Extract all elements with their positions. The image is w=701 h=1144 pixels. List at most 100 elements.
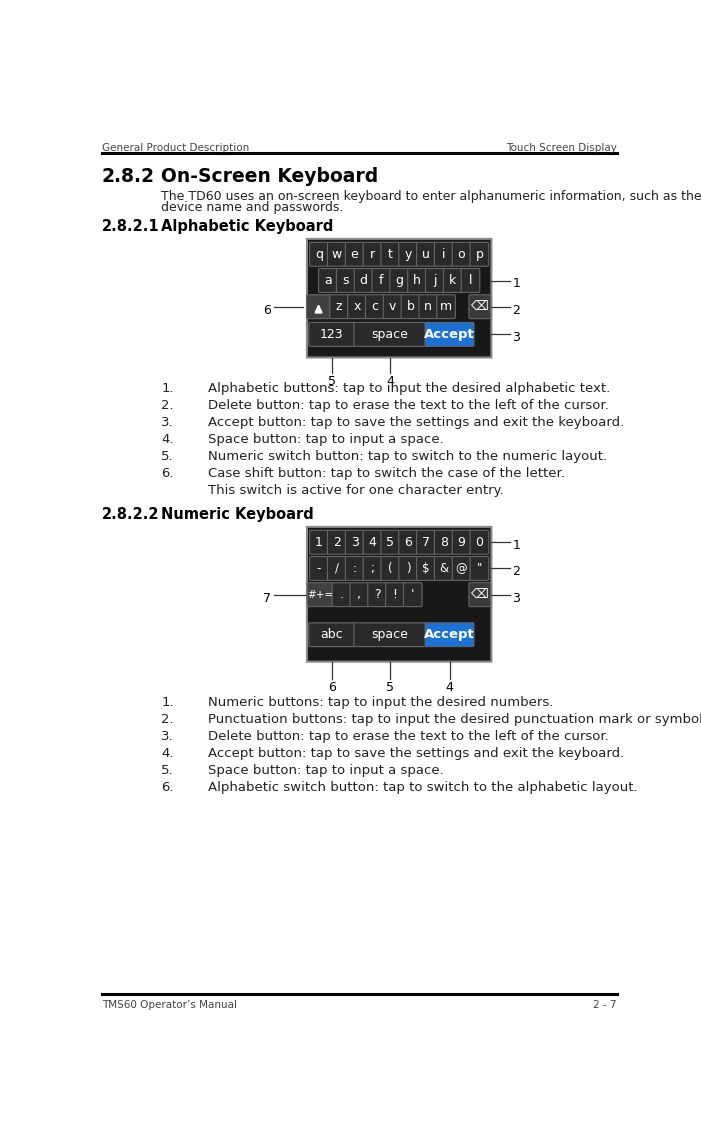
Text: 2.8.2.1: 2.8.2.1 [102, 219, 159, 233]
Text: c: c [372, 300, 379, 313]
FancyBboxPatch shape [390, 269, 409, 293]
FancyBboxPatch shape [435, 531, 453, 554]
Text: 1.: 1. [161, 382, 174, 395]
FancyBboxPatch shape [401, 295, 420, 319]
FancyBboxPatch shape [327, 243, 346, 267]
FancyBboxPatch shape [346, 243, 364, 267]
Text: r: r [370, 248, 375, 261]
FancyBboxPatch shape [306, 295, 331, 319]
Text: Delete button: tap to erase the text to the left of the cursor.: Delete button: tap to erase the text to … [207, 730, 608, 744]
FancyBboxPatch shape [350, 582, 369, 606]
FancyBboxPatch shape [470, 556, 489, 580]
Text: Alphabetic switch button: tap to switch to the alphabetic layout.: Alphabetic switch button: tap to switch … [207, 781, 637, 794]
Text: o: o [458, 248, 465, 261]
Text: space: space [372, 628, 408, 641]
FancyBboxPatch shape [425, 622, 474, 646]
Text: 123: 123 [320, 328, 343, 341]
FancyBboxPatch shape [381, 531, 400, 554]
FancyBboxPatch shape [363, 243, 382, 267]
FancyBboxPatch shape [354, 269, 373, 293]
Text: 7: 7 [422, 535, 430, 549]
FancyBboxPatch shape [416, 531, 435, 554]
Text: 6.: 6. [161, 781, 174, 794]
FancyBboxPatch shape [443, 269, 462, 293]
Text: 3: 3 [512, 591, 520, 604]
Text: 5.: 5. [161, 764, 174, 777]
Text: 4: 4 [386, 375, 394, 388]
FancyBboxPatch shape [307, 582, 333, 606]
Text: 1: 1 [512, 539, 520, 553]
FancyBboxPatch shape [348, 295, 366, 319]
FancyBboxPatch shape [381, 243, 400, 267]
Text: ): ) [406, 562, 410, 575]
Text: Alphabetic Keyboard: Alphabetic Keyboard [161, 219, 334, 233]
Text: a: a [324, 275, 332, 287]
FancyBboxPatch shape [470, 243, 489, 267]
Text: Punctuation buttons: tap to input the desired punctuation mark or symbol.: Punctuation buttons: tap to input the de… [207, 713, 701, 726]
Text: ": " [477, 562, 482, 575]
FancyBboxPatch shape [346, 556, 364, 580]
Text: ⌫: ⌫ [471, 588, 489, 601]
Text: 4: 4 [369, 535, 376, 549]
Text: Accept button: tap to save the settings and exit the keyboard.: Accept button: tap to save the settings … [207, 747, 624, 760]
FancyBboxPatch shape [310, 243, 328, 267]
Text: 7: 7 [264, 591, 271, 604]
FancyBboxPatch shape [310, 531, 328, 554]
FancyBboxPatch shape [381, 556, 400, 580]
FancyBboxPatch shape [354, 622, 426, 646]
FancyBboxPatch shape [386, 582, 404, 606]
FancyBboxPatch shape [435, 556, 453, 580]
Text: 1: 1 [512, 277, 520, 291]
FancyBboxPatch shape [327, 556, 346, 580]
FancyBboxPatch shape [452, 531, 471, 554]
Text: s: s [343, 275, 349, 287]
Text: device name and passwords.: device name and passwords. [161, 201, 343, 214]
Text: b: b [407, 300, 414, 313]
FancyBboxPatch shape [399, 556, 417, 580]
Text: General Product Description: General Product Description [102, 143, 249, 153]
Text: 2 - 7: 2 - 7 [594, 1000, 617, 1010]
Text: Accept button: tap to save the settings and exit the keyboard.: Accept button: tap to save the settings … [207, 416, 624, 429]
Text: l: l [469, 275, 472, 287]
FancyBboxPatch shape [399, 531, 417, 554]
Text: f: f [379, 275, 383, 287]
Text: 2: 2 [512, 565, 520, 579]
Text: 3: 3 [512, 332, 520, 344]
Text: e: e [350, 248, 358, 261]
Text: Case shift button: tap to switch the case of the letter.: Case shift button: tap to switch the cas… [207, 467, 564, 479]
Text: 4.: 4. [161, 747, 174, 760]
FancyBboxPatch shape [310, 556, 328, 580]
Text: Accept: Accept [424, 628, 475, 641]
FancyBboxPatch shape [461, 269, 479, 293]
Text: 5: 5 [386, 681, 394, 694]
Text: g: g [395, 275, 403, 287]
FancyBboxPatch shape [399, 243, 417, 267]
Text: (: ( [388, 562, 393, 575]
Text: !: ! [393, 588, 397, 601]
Text: 9: 9 [458, 535, 465, 549]
Text: 3: 3 [350, 535, 358, 549]
Text: &: & [439, 562, 449, 575]
FancyBboxPatch shape [329, 295, 348, 319]
Text: Delete button: tap to erase the text to the left of the cursor.: Delete button: tap to erase the text to … [207, 399, 608, 412]
FancyBboxPatch shape [452, 243, 471, 267]
Text: m: m [440, 300, 452, 313]
Text: Numeric Keyboard: Numeric Keyboard [161, 507, 314, 522]
Text: 5.: 5. [161, 450, 174, 463]
Text: 2.8.2.2: 2.8.2.2 [102, 507, 159, 522]
FancyBboxPatch shape [469, 295, 491, 319]
Text: h: h [413, 275, 421, 287]
Text: -: - [317, 562, 321, 575]
Text: ⌫: ⌫ [471, 300, 489, 313]
Text: 1: 1 [315, 535, 323, 549]
FancyBboxPatch shape [363, 531, 382, 554]
Text: 2.8.2: 2.8.2 [102, 167, 155, 185]
Text: z: z [336, 300, 342, 313]
Text: 5: 5 [328, 375, 336, 388]
Text: d: d [360, 275, 367, 287]
Text: 6: 6 [264, 303, 271, 317]
Text: Numeric switch button: tap to switch to the numeric layout.: Numeric switch button: tap to switch to … [207, 450, 607, 463]
Text: :: : [353, 562, 357, 575]
FancyBboxPatch shape [363, 556, 382, 580]
Text: TMS60 Operator’s Manual: TMS60 Operator’s Manual [102, 1000, 236, 1010]
